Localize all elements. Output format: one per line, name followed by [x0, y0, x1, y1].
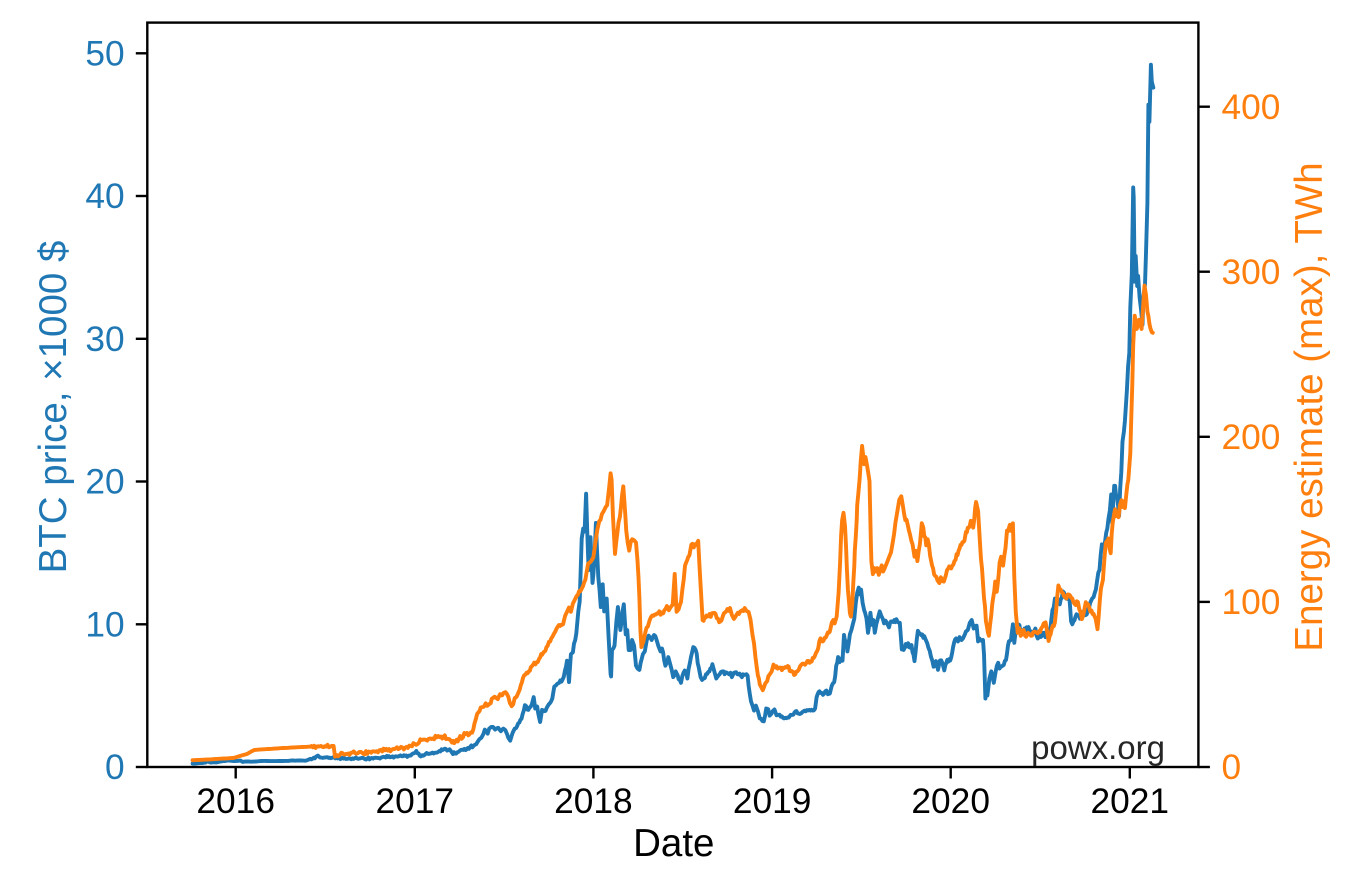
svg-text:50: 50 [85, 35, 124, 74]
svg-text:Date: Date [633, 822, 714, 865]
svg-text:10: 10 [85, 606, 124, 645]
svg-text:20: 20 [85, 463, 124, 502]
svg-text:powx.org: powx.org [1031, 729, 1165, 766]
svg-text:2021: 2021 [1091, 782, 1170, 821]
svg-text:400: 400 [1222, 88, 1281, 127]
svg-text:0: 0 [105, 748, 125, 787]
svg-text:2018: 2018 [554, 782, 633, 821]
svg-text:2019: 2019 [733, 782, 812, 821]
svg-text:2020: 2020 [911, 782, 990, 821]
svg-text:2016: 2016 [196, 782, 275, 821]
svg-text:40: 40 [85, 177, 124, 216]
svg-text:BTC price, ×1000 $: BTC price, ×1000 $ [32, 241, 75, 574]
svg-text:0: 0 [1222, 748, 1242, 787]
svg-text:Energy estimate (max), TWh: Energy estimate (max), TWh [1288, 162, 1331, 651]
svg-text:2017: 2017 [376, 782, 455, 821]
svg-text:300: 300 [1222, 253, 1281, 292]
svg-text:30: 30 [85, 320, 124, 359]
svg-text:100: 100 [1222, 583, 1281, 622]
svg-text:200: 200 [1222, 418, 1281, 457]
